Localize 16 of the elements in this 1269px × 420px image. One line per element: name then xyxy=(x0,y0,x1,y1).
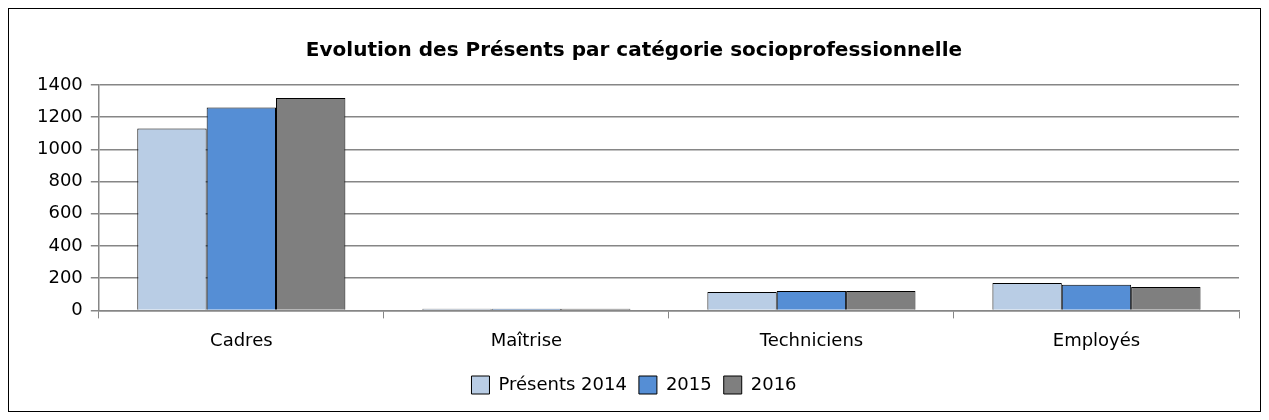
x-tick-label: Cadres xyxy=(210,328,273,350)
y-tick-label: 1000 xyxy=(37,137,83,159)
y-tick-label: 200 xyxy=(48,265,83,287)
x-tick-label: Employés xyxy=(1052,328,1141,350)
x-tick-label: Maîtrise xyxy=(490,328,563,350)
y-tick-label: 400 xyxy=(48,233,83,255)
y-tick-label: 800 xyxy=(48,169,83,191)
legend-label: 2016 xyxy=(750,372,797,394)
chart-title: Evolution des Présents par catégorie socioprofessionnelle xyxy=(305,37,963,62)
y-tick-label: 600 xyxy=(48,201,83,223)
x-tick-label: Techniciens xyxy=(758,328,864,350)
y-tick-label: 1200 xyxy=(37,104,83,126)
y-tick-label: 1400 xyxy=(37,72,83,94)
y-tick-label: 0 xyxy=(71,298,83,320)
legend-label: 2015 xyxy=(665,372,712,394)
legend-label: Présents 2014 xyxy=(498,372,627,394)
